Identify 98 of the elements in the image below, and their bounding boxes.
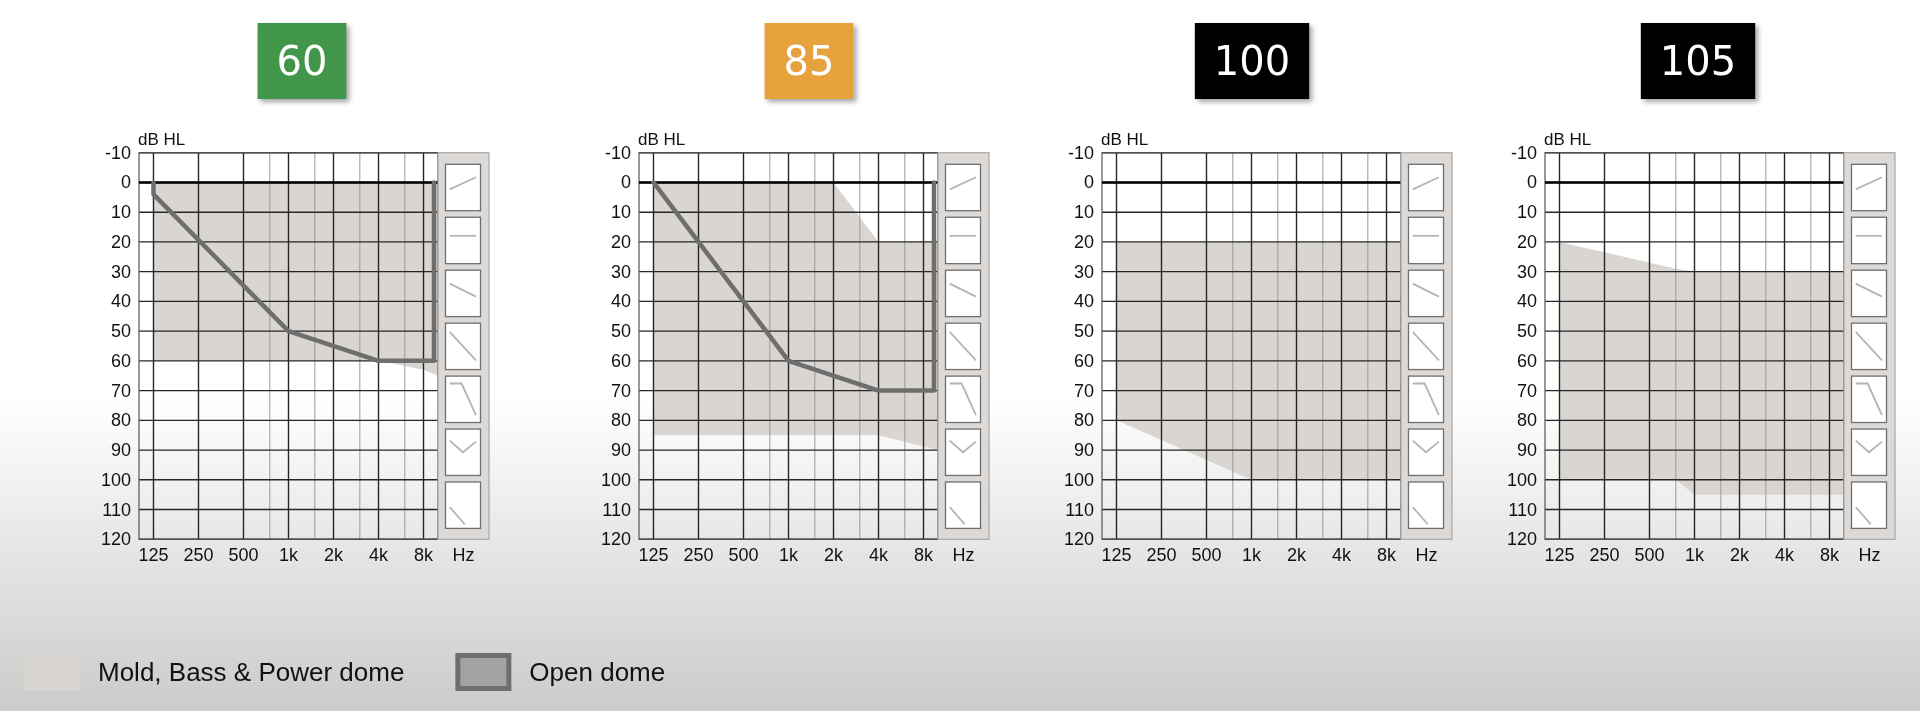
y-tick-label: 90 <box>610 440 631 461</box>
legend-label: Mold, Bass & Power dome <box>98 657 405 687</box>
y-tick-label: 30 <box>610 261 631 282</box>
x-tick-label: 125 <box>1101 545 1132 565</box>
y-tick-label: 10 <box>610 202 631 223</box>
y-tick-label: 70 <box>1516 380 1537 401</box>
y-tick-label: 20 <box>1073 231 1094 252</box>
y-tick-label: 60 <box>110 350 131 371</box>
y-tick-label: 40 <box>610 291 631 312</box>
x-tick-label: 4k <box>1775 545 1796 565</box>
x-tick-label: 4k <box>1332 545 1353 565</box>
chart-title: 85 <box>783 38 835 84</box>
legend-label: Open dome <box>529 657 666 687</box>
y-tick-label: 120 <box>100 529 131 550</box>
y-tick-label: 100 <box>100 469 131 490</box>
x-tick-label: 1k <box>1684 545 1705 565</box>
x-tick-label: 250 <box>1146 545 1177 565</box>
y-tick-label: -10 <box>1510 142 1537 163</box>
y-tick-label: -10 <box>604 142 631 163</box>
y-tick-label: 50 <box>110 321 131 342</box>
y-tick-label: 0 <box>620 172 631 193</box>
y-tick-label: 60 <box>610 350 631 371</box>
y-axis-title: dB HL <box>138 130 186 149</box>
y-tick-label: 20 <box>1516 231 1537 252</box>
x-tick-label: 250 <box>183 545 214 565</box>
y-tick-label: 60 <box>1516 350 1537 371</box>
y-tick-label: 0 <box>120 172 131 193</box>
y-tick-label: 50 <box>610 321 631 342</box>
y-tick-label: 80 <box>1073 410 1094 431</box>
y-tick-label: 50 <box>1516 321 1537 342</box>
y-tick-label: 80 <box>1516 410 1537 431</box>
x-tick-label: 8k <box>414 545 435 565</box>
x-tick-label: 250 <box>1589 545 1620 565</box>
y-axis-title: dB HL <box>638 130 686 149</box>
y-tick-label: 100 <box>1506 469 1537 490</box>
x-tick-label: 2k <box>824 545 845 565</box>
x-tick-label: 1k <box>1241 545 1262 565</box>
y-tick-label: 90 <box>1073 440 1094 461</box>
x-tick-label: 125 <box>638 545 669 565</box>
y-tick-label: 90 <box>110 440 131 461</box>
y-tick-label: 70 <box>610 380 631 401</box>
x-tick-label: 2k <box>324 545 345 565</box>
y-tick-label: 110 <box>1508 499 1537 520</box>
chart-title: 60 <box>276 38 328 84</box>
x-tick-label: 500 <box>728 545 759 565</box>
x-tick-label: 125 <box>138 545 169 565</box>
x-tick-label: 4k <box>369 545 390 565</box>
y-axis-title: dB HL <box>1101 130 1149 149</box>
x-axis-title: Hz <box>452 545 475 565</box>
x-tick-label: 2k <box>1730 545 1751 565</box>
y-tick-label: 110 <box>1065 499 1094 520</box>
x-tick-label: 125 <box>1544 545 1575 565</box>
y-tick-label: 40 <box>1516 291 1537 312</box>
y-axis-title: dB HL <box>1544 130 1592 149</box>
x-axis-title: Hz <box>1415 545 1438 565</box>
y-tick-label: 0 <box>1526 172 1537 193</box>
y-tick-label: 50 <box>1073 321 1094 342</box>
y-tick-label: 60 <box>1073 350 1094 371</box>
y-tick-label: 30 <box>1516 261 1537 282</box>
x-tick-label: 1k <box>278 545 299 565</box>
y-tick-label: 10 <box>110 202 131 223</box>
x-tick-label: 8k <box>1377 545 1398 565</box>
y-tick-label: 110 <box>102 499 131 520</box>
y-tick-label: 70 <box>110 380 131 401</box>
y-tick-label: 40 <box>1073 291 1094 312</box>
y-tick-label: 100 <box>600 469 631 490</box>
x-axis-title: Hz <box>1858 545 1881 565</box>
x-tick-label: 250 <box>683 545 714 565</box>
chart-title: 105 <box>1659 38 1737 84</box>
y-tick-label: 20 <box>610 231 631 252</box>
y-tick-label: 10 <box>1073 202 1094 223</box>
x-tick-label: 2k <box>1287 545 1308 565</box>
x-tick-label: 1k <box>778 545 799 565</box>
y-tick-label: 10 <box>1516 202 1537 223</box>
y-tick-label: 110 <box>602 499 631 520</box>
y-tick-label: 80 <box>610 410 631 431</box>
y-tick-label: 30 <box>110 261 131 282</box>
y-tick-label: 30 <box>1073 261 1094 282</box>
x-tick-label: 500 <box>228 545 259 565</box>
y-tick-label: 40 <box>110 291 131 312</box>
x-tick-label: 500 <box>1191 545 1222 565</box>
y-tick-label: 90 <box>1516 440 1537 461</box>
y-tick-label: 20 <box>110 231 131 252</box>
y-tick-label: 70 <box>1073 380 1094 401</box>
x-tick-label: 8k <box>1820 545 1841 565</box>
y-tick-label: 120 <box>600 529 631 550</box>
chart-title: 100 <box>1213 38 1291 84</box>
x-axis-title: Hz <box>952 545 975 565</box>
x-tick-label: 8k <box>914 545 935 565</box>
x-tick-label: 4k <box>869 545 890 565</box>
y-tick-label: 80 <box>110 410 131 431</box>
y-tick-label: -10 <box>1067 142 1094 163</box>
x-tick-label: 500 <box>1634 545 1665 565</box>
y-tick-label: 120 <box>1506 529 1537 550</box>
y-tick-label: -10 <box>104 142 131 163</box>
y-tick-label: 120 <box>1063 529 1094 550</box>
y-tick-label: 0 <box>1083 172 1094 193</box>
y-tick-label: 100 <box>1063 469 1094 490</box>
